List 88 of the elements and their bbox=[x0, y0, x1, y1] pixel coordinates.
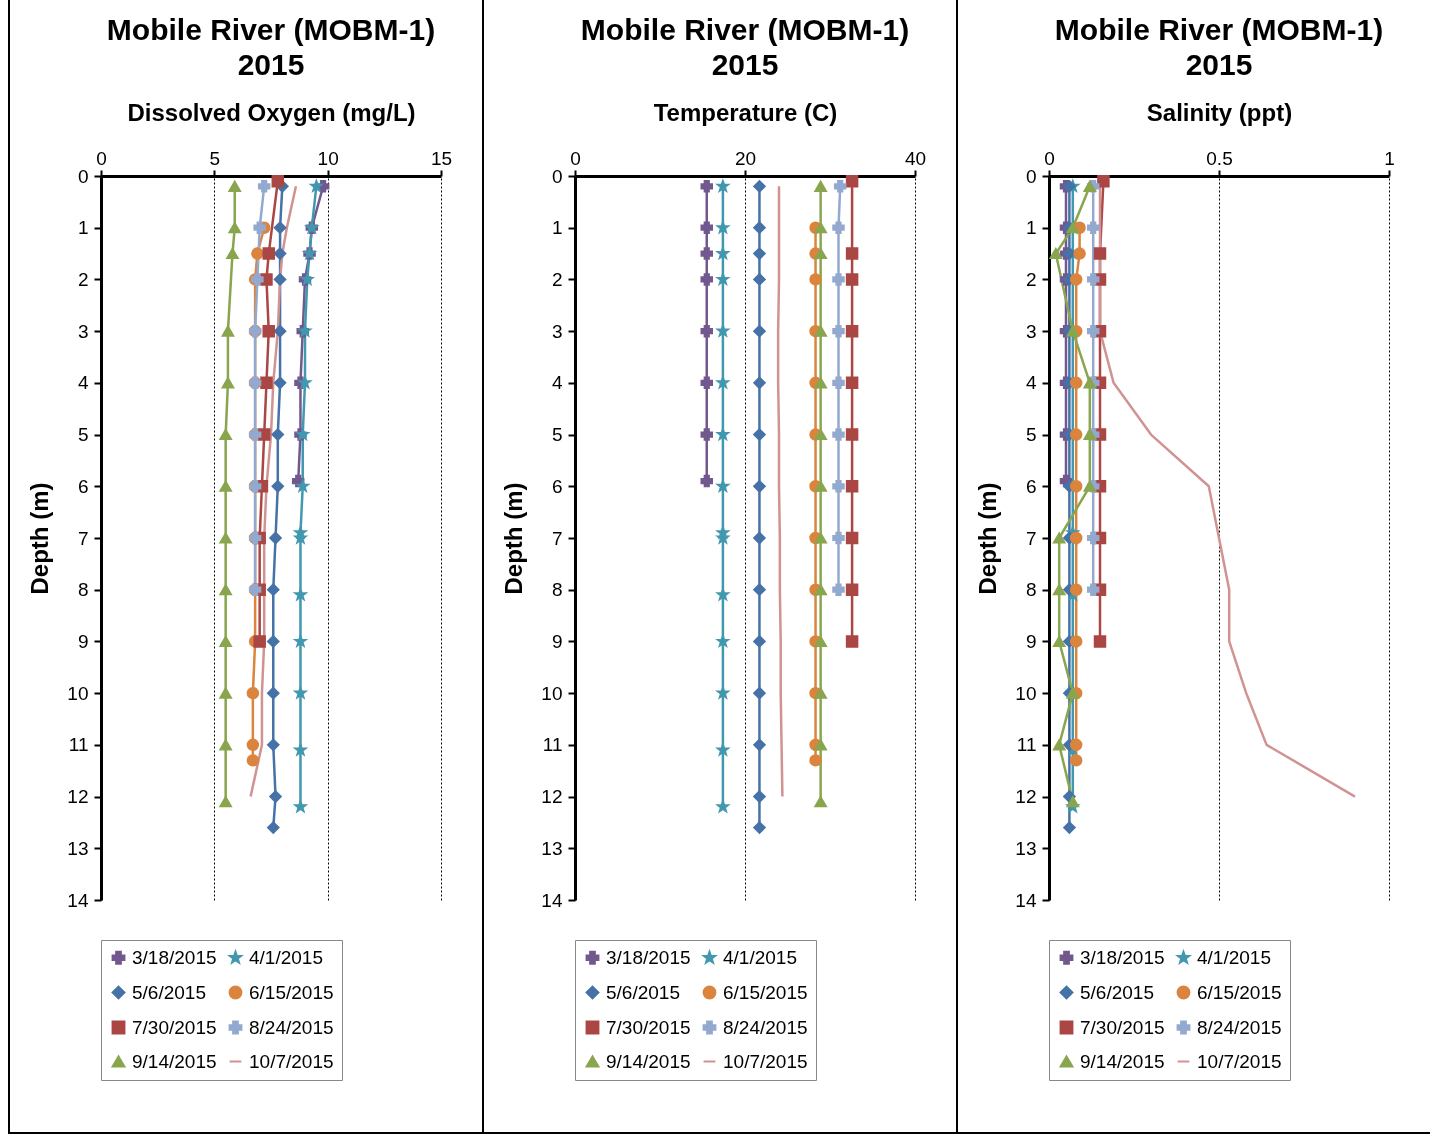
y-tick-label: 9 bbox=[551, 630, 563, 652]
y-tick-label: 12 bbox=[1015, 786, 1037, 808]
y-tick-label: 10 bbox=[67, 682, 89, 704]
legend-label: 8/24/2015 bbox=[1197, 1016, 1282, 1038]
legend-label: 4/1/2015 bbox=[249, 946, 323, 968]
y-axis-title: Depth (m) bbox=[500, 482, 528, 595]
legend-label: 5/6/2015 bbox=[132, 981, 206, 1003]
x-tick-label: 10 bbox=[317, 147, 339, 169]
y-tick-label: 7 bbox=[1025, 527, 1037, 549]
y-tick-label: 3 bbox=[551, 320, 563, 342]
y-tick-label: 4 bbox=[77, 372, 89, 394]
x-axis-title: Salinity (ppt) bbox=[1146, 98, 1293, 126]
legend-label: 9/14/2015 bbox=[132, 1050, 217, 1072]
y-tick-label: 13 bbox=[541, 837, 563, 859]
y-tick-label: 1 bbox=[1025, 217, 1037, 239]
y-tick-label: 2 bbox=[77, 268, 89, 290]
legend-label: 7/30/2015 bbox=[606, 1016, 691, 1038]
y-tick-label: 11 bbox=[542, 734, 563, 756]
y-tick-label: 14 bbox=[541, 889, 563, 911]
y-tick-label: 13 bbox=[67, 837, 89, 859]
y-tick-label: 0 bbox=[1025, 165, 1037, 187]
x-tick-label: 20 bbox=[734, 147, 757, 169]
legend-label: 3/18/2015 bbox=[1080, 946, 1165, 968]
legend-label: 8/24/2015 bbox=[249, 1016, 334, 1038]
legend-label: 7/30/2015 bbox=[132, 1016, 217, 1038]
chart-title: Mobile River (MOBM-1) 2015 bbox=[1054, 13, 1384, 81]
chart-title: Mobile River (MOBM-1) 2015 bbox=[106, 13, 436, 81]
legend-label: 7/30/2015 bbox=[1080, 1016, 1165, 1038]
legend-label: 9/14/2015 bbox=[606, 1050, 691, 1072]
x-tick-label: 0 bbox=[570, 147, 581, 169]
y-tick-label: 10 bbox=[541, 682, 563, 704]
legend-label: 6/15/2015 bbox=[723, 981, 808, 1003]
chart-title: Mobile River (MOBM-1) 2015 bbox=[580, 13, 910, 81]
y-tick-label: 9 bbox=[77, 630, 89, 652]
y-tick-label: 5 bbox=[551, 424, 563, 446]
y-tick-label: 8 bbox=[77, 579, 89, 601]
x-tick-label: 0 bbox=[96, 147, 107, 169]
y-tick-label: 11 bbox=[1016, 734, 1037, 756]
y-tick-label: 0 bbox=[551, 165, 563, 187]
y-tick-label: 8 bbox=[551, 579, 563, 601]
y-axis-title: Depth (m) bbox=[26, 482, 54, 595]
legend-label: 4/1/2015 bbox=[1197, 946, 1271, 968]
legend-label: 10/7/2015 bbox=[723, 1050, 808, 1072]
x-tick-label: 40 bbox=[904, 147, 927, 169]
y-tick-label: 3 bbox=[77, 320, 89, 342]
y-tick-label: 7 bbox=[77, 527, 89, 549]
y-tick-label: 3 bbox=[1025, 320, 1037, 342]
legend-label: 10/7/2015 bbox=[1197, 1050, 1282, 1072]
legend-label: 10/7/2015 bbox=[249, 1050, 334, 1072]
y-tick-label: 12 bbox=[541, 786, 563, 808]
legend-label: 5/6/2015 bbox=[606, 981, 680, 1003]
x-tick-label: 0 bbox=[1044, 147, 1055, 169]
y-tick-label: 10 bbox=[1015, 682, 1037, 704]
legend-label: 8/24/2015 bbox=[723, 1016, 808, 1038]
y-tick-label: 6 bbox=[551, 475, 563, 497]
y-tick-label: 1 bbox=[77, 217, 89, 239]
x-tick-label: 0.5 bbox=[1206, 147, 1233, 169]
legend-label: 6/15/2015 bbox=[249, 981, 334, 1003]
x-tick-label: 1 bbox=[1384, 147, 1395, 169]
y-tick-label: 13 bbox=[1015, 837, 1037, 859]
x-tick-label: 15 bbox=[430, 147, 453, 169]
legend-label: 9/14/2015 bbox=[1080, 1050, 1165, 1072]
y-tick-label: 0 bbox=[77, 165, 89, 187]
y-tick-label: 11 bbox=[68, 734, 89, 756]
legend-label: 3/18/2015 bbox=[132, 946, 217, 968]
y-tick-label: 4 bbox=[551, 372, 563, 394]
x-tick-label: 5 bbox=[209, 147, 221, 169]
y-tick-label: 2 bbox=[1025, 268, 1037, 290]
y-tick-label: 9 bbox=[1025, 630, 1037, 652]
y-tick-label: 6 bbox=[1025, 475, 1037, 497]
legend-label: 3/18/2015 bbox=[606, 946, 691, 968]
y-tick-label: 5 bbox=[77, 424, 89, 446]
legend-label: 5/6/2015 bbox=[1080, 981, 1154, 1003]
x-axis-title: Temperature (C) bbox=[653, 98, 838, 126]
x-axis-title: Dissolved Oxygen (mg/L) bbox=[127, 98, 416, 126]
y-axis-title: Depth (m) bbox=[974, 482, 1002, 595]
y-tick-label: 5 bbox=[1025, 424, 1037, 446]
y-tick-label: 6 bbox=[77, 475, 89, 497]
y-tick-label: 8 bbox=[1025, 579, 1037, 601]
legend-label: 4/1/2015 bbox=[723, 946, 797, 968]
y-tick-label: 14 bbox=[67, 889, 89, 911]
y-tick-label: 1 bbox=[551, 217, 563, 239]
y-tick-label: 4 bbox=[1025, 372, 1037, 394]
legend-label: 6/15/2015 bbox=[1197, 981, 1282, 1003]
y-tick-label: 2 bbox=[551, 268, 563, 290]
y-tick-label: 7 bbox=[551, 527, 563, 549]
y-tick-label: 12 bbox=[67, 786, 89, 808]
y-tick-label: 14 bbox=[1015, 889, 1037, 911]
